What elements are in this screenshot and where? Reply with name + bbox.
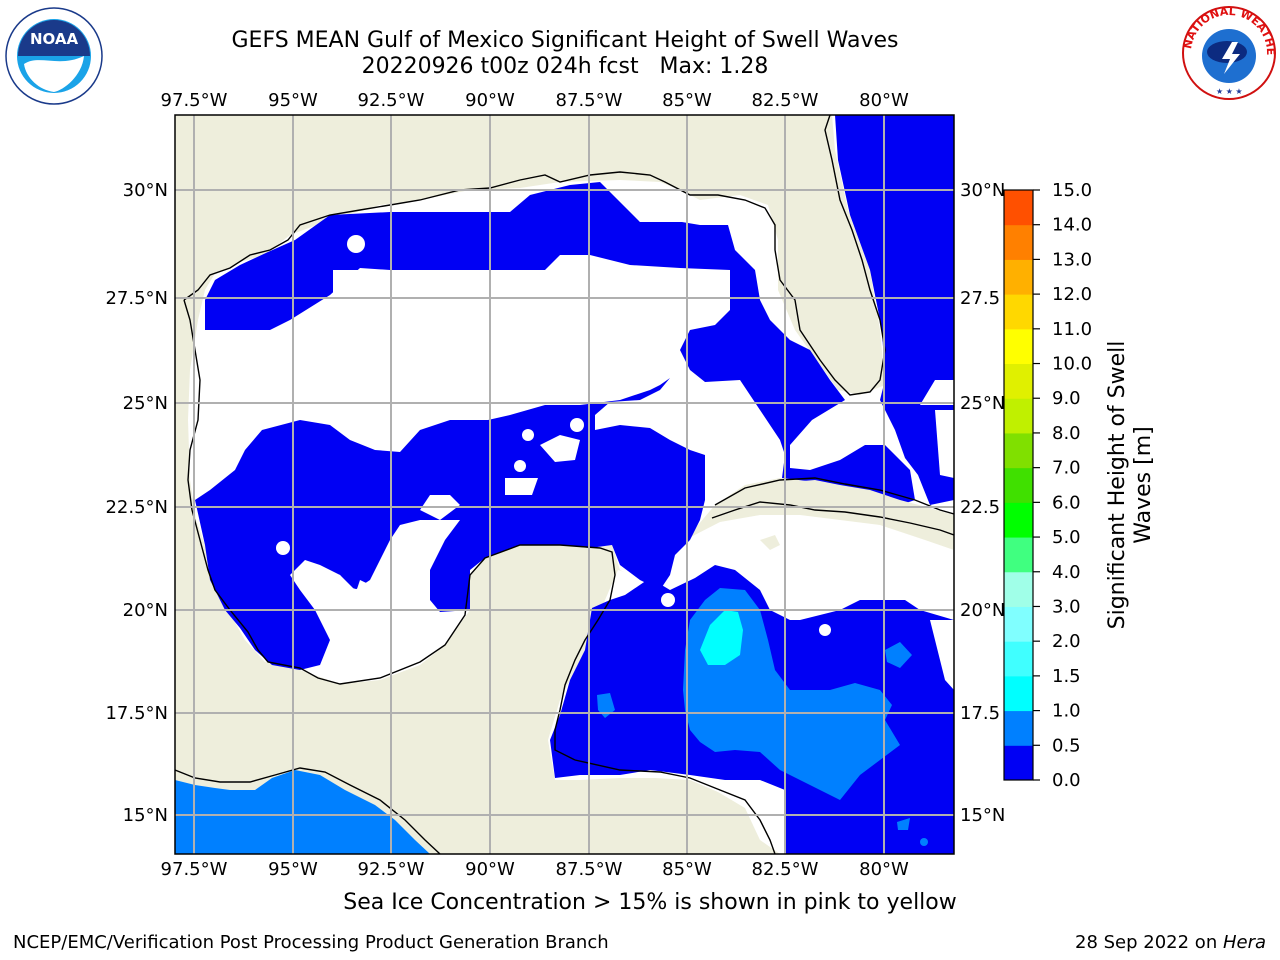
- colorbar-segment: [1004, 398, 1033, 434]
- colorbar-tick-label: 6.0: [1052, 492, 1081, 513]
- lat-label-left: 22.5°N: [105, 497, 168, 518]
- lat-label-left: 27.5°N: [105, 288, 168, 309]
- colorbar-segment: [1004, 467, 1033, 503]
- colorbar-tick-label: 2.0: [1052, 631, 1081, 652]
- colorbar-segment: [1004, 571, 1033, 607]
- lat-label-left: 30°N: [123, 180, 168, 201]
- colorbar-tick-label: 12.0: [1052, 284, 1092, 305]
- swell-pacific: [175, 770, 430, 854]
- colorbar-tick-label: 13.0: [1052, 249, 1092, 270]
- colorbar-segment: [1004, 363, 1033, 399]
- colorbar-segment: [1004, 675, 1033, 712]
- noaa-logo: NOAA: [5, 7, 103, 105]
- swell-atlantic: [835, 115, 954, 505]
- colorbar-segment: [1004, 224, 1033, 260]
- lat-label-right: 27.5: [960, 288, 1000, 309]
- colorbar-tick-label: 1.5: [1052, 666, 1081, 687]
- sea-ice-note: Sea Ice Concentration > 15% is shown in …: [343, 890, 957, 915]
- colorbar-segment: [1004, 537, 1033, 573]
- footer-date: 28 Sep 2022 on Hera: [1075, 932, 1266, 953]
- lon-label-bottom: 80°W: [859, 859, 909, 880]
- lat-label-right: 17.5: [960, 703, 1000, 724]
- noaa-logo-text: NOAA: [30, 30, 79, 48]
- chart-title: GEFS MEAN Gulf of Mexico Significant Hei…: [231, 28, 899, 53]
- lon-label-bottom: 90°W: [465, 859, 515, 880]
- lat-label-left: 25°N: [123, 393, 168, 414]
- colorbar-segment: [1004, 190, 1033, 226]
- chart-subtitle: 20220926 t00z 024h fcst Max: 1.28: [361, 54, 769, 79]
- colorbar-tick-label: 15.0: [1052, 180, 1092, 201]
- swell-north-gulf: [205, 182, 915, 505]
- footer-date-text: 28 Sep 2022 on: [1075, 932, 1223, 953]
- colorbar-tick-label: 8.0: [1052, 423, 1081, 444]
- colorbar-tick-label: 14.0: [1052, 215, 1092, 236]
- lon-label-bottom: 95°W: [268, 859, 318, 880]
- lon-label-top: 82.5°W: [752, 90, 819, 111]
- colorbar-tick-label: 5.0: [1052, 527, 1081, 548]
- lat-labels-left: 30°N 27.5°N 25°N 22.5°N 20°N 17.5°N 15°N: [105, 180, 168, 826]
- colorbar-segment: [1004, 328, 1033, 365]
- svg-text:★ ★ ★: ★ ★ ★: [1216, 87, 1243, 96]
- lon-label-bottom: 92.5°W: [358, 859, 425, 880]
- colorbar-label-line1: Significant Height of Swell: [1105, 341, 1130, 630]
- colorbar-tick-label: 3.0: [1052, 596, 1081, 617]
- colorbar-label: Significant Height of Swell Waves [m]: [1105, 341, 1156, 630]
- lon-label-top: 92.5°W: [358, 90, 425, 111]
- colorbar-segment: [1004, 502, 1033, 538]
- colorbar-tick-label: 1.0: [1052, 701, 1081, 722]
- footer-credit: NCEP/EMC/Verification Post Processing Pr…: [13, 932, 609, 953]
- map-frame: [174, 114, 955, 855]
- lat-label-left: 17.5°N: [105, 703, 168, 724]
- lon-label-bottom: 87.5°W: [556, 859, 623, 880]
- colorbar-tick-label: 4.0: [1052, 562, 1081, 583]
- colorbar-tick-label: 7.0: [1052, 458, 1081, 479]
- lat-label-left: 20°N: [123, 600, 168, 621]
- footer-host: Hera: [1222, 932, 1266, 953]
- colorbar-label-line2: Waves [m]: [1131, 426, 1156, 543]
- map-area: [175, 115, 954, 854]
- colorbar-tick-label: 11.0: [1052, 319, 1092, 340]
- lon-label-bottom: 97.5°W: [161, 859, 228, 880]
- gridlines: [175, 115, 954, 854]
- lat-label-right: 30°N: [960, 180, 1005, 201]
- lon-label-top: 80°W: [859, 90, 909, 111]
- lon-label-top: 90°W: [465, 90, 515, 111]
- lat-label-right: 15°N: [960, 805, 1005, 826]
- lat-labels-right: 30°N 27.5 25°N 22.5 20°N 17.5 15°N: [960, 180, 1005, 826]
- colorbar-segment: [1004, 432, 1033, 469]
- lon-label-top: 97.5°W: [161, 90, 228, 111]
- lon-label-top: 95°W: [268, 90, 318, 111]
- lon-labels-top: 97.5°W 95°W 92.5°W 90°W 87.5°W 85°W 82.5°W 80°W: [161, 90, 909, 111]
- colorbar-segment: [1004, 710, 1033, 746]
- colorbar-tick-label: 0.0: [1052, 770, 1081, 791]
- colorbar-segment: [1004, 294, 1033, 330]
- lon-label-bottom: 85°W: [662, 859, 712, 880]
- lon-label-bottom: 82.5°W: [752, 859, 819, 880]
- swell-peak: [700, 610, 743, 665]
- swell-central-gulf: [195, 378, 705, 670]
- lat-label-right: 20°N: [960, 600, 1005, 621]
- lat-label-right: 25°N: [960, 393, 1005, 414]
- coastlines: [175, 115, 954, 854]
- colorbar: 0.0 0.5 1.0 1.5 2.0 3.0 4.0 5.0 6.0 7.0 8.0 9.0 10.0…: [1003, 180, 1092, 791]
- colorbar-tick-label: 0.5: [1052, 735, 1081, 756]
- colorbar-tick-label: 9.0: [1052, 388, 1081, 409]
- lat-label-right: 22.5: [960, 497, 1000, 518]
- colorbar-tick-label: 10.0: [1052, 354, 1092, 375]
- colorbar-segment: [1004, 259, 1033, 295]
- nws-logo: NATIONAL WEATHER SERVICE ★ ★ ★: [1180, 4, 1277, 100]
- colorbar-segment: [1004, 641, 1033, 677]
- colorbar-segment: [1004, 606, 1033, 642]
- lon-labels-bottom: 97.5°W 95°W 92.5°W 90°W 87.5°W 85°W 82.5°W 80°W: [161, 859, 909, 880]
- lon-label-top: 85°W: [662, 90, 712, 111]
- lat-label-left: 15°N: [123, 805, 168, 826]
- lon-label-top: 87.5°W: [556, 90, 623, 111]
- colorbar-segment: [1004, 745, 1033, 781]
